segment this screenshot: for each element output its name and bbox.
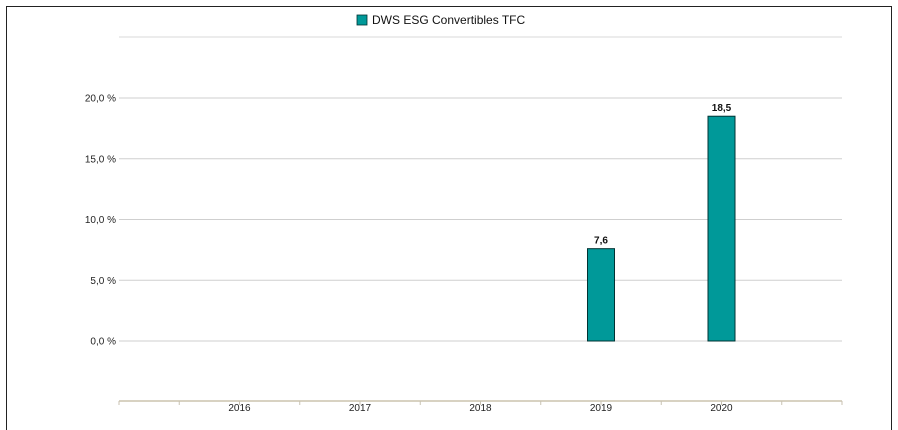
legend-swatch xyxy=(356,14,368,26)
chart-frame xyxy=(6,6,892,430)
x-tick-label: 2017 xyxy=(349,403,372,414)
y-tick-label: 15,0 % xyxy=(85,154,116,165)
legend: DWS ESG Convertibles TFC xyxy=(356,13,525,27)
legend-label: DWS ESG Convertibles TFC xyxy=(372,13,525,27)
y-tick-label: 20,0 % xyxy=(85,94,116,105)
bars: 7,6 18,5 xyxy=(587,103,736,342)
y-tick-label: 5,0 % xyxy=(90,276,116,287)
x-axis: 2016 2017 2018 2019 2020 xyxy=(118,400,843,414)
y-axis: 0,0 % 5,0 % 10,0 % 15,0 % 20,0 % xyxy=(85,94,116,348)
x-tick-label: 2019 xyxy=(590,403,613,414)
bar xyxy=(587,248,615,342)
data-label: 18,5 xyxy=(712,103,732,114)
bar xyxy=(707,115,736,342)
y-tick-label: 10,0 % xyxy=(85,215,116,226)
y-tick-label: 0,0 % xyxy=(90,337,116,348)
x-tick-label: 2020 xyxy=(710,403,733,414)
gridlines xyxy=(119,36,842,342)
x-tick-label: 2018 xyxy=(469,403,492,414)
x-tick-label: 2016 xyxy=(228,403,251,414)
data-label: 7,6 xyxy=(594,236,608,247)
